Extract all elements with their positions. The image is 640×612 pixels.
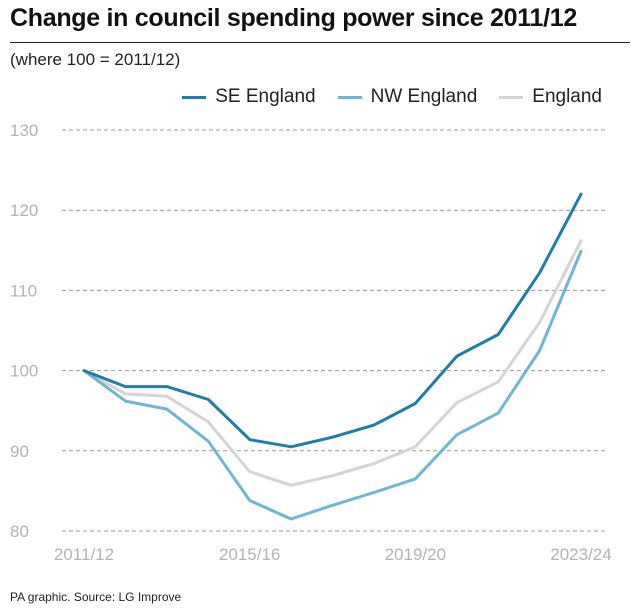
legend-label-england: England (532, 86, 602, 107)
y-tick-label: 130 (10, 121, 38, 140)
x-tick-label: 2019/20 (385, 545, 446, 564)
legend-swatch-nw-england (337, 95, 362, 99)
y-tick-label: 120 (10, 201, 38, 220)
y-tick-label: 110 (10, 281, 37, 300)
legend: SE England NW England England (182, 86, 602, 108)
y-tick-label: 80 (10, 522, 29, 541)
chart-subtitle: (where 100 = 2011/12) (10, 50, 181, 69)
y-tick-label: 100 (10, 362, 38, 381)
legend-swatch-england (499, 95, 524, 99)
legend-swatch-se-england (182, 95, 207, 99)
chart-title: Change in council spending power since 2… (10, 4, 577, 32)
legend-item-se-england: SE England (182, 86, 316, 108)
x-tick-label: 2015/16 (219, 545, 280, 564)
legend-item-nw-england: NW England (337, 86, 478, 108)
x-tick-label: 2023/24 (550, 545, 611, 564)
title-rule (10, 42, 630, 43)
y-tick-label: 90 (10, 442, 29, 461)
source-note: PA graphic. Source: LG Improve (10, 590, 182, 604)
legend-item-england: England (499, 86, 602, 108)
series-line-nw-england (82, 249, 583, 521)
legend-label-nw-england: NW England (370, 86, 478, 107)
legend-label-se-england: SE England (215, 86, 316, 107)
series-line-england (82, 239, 583, 487)
x-tick-label: 2011/12 (54, 545, 114, 564)
series-line-se-england (82, 192, 583, 449)
